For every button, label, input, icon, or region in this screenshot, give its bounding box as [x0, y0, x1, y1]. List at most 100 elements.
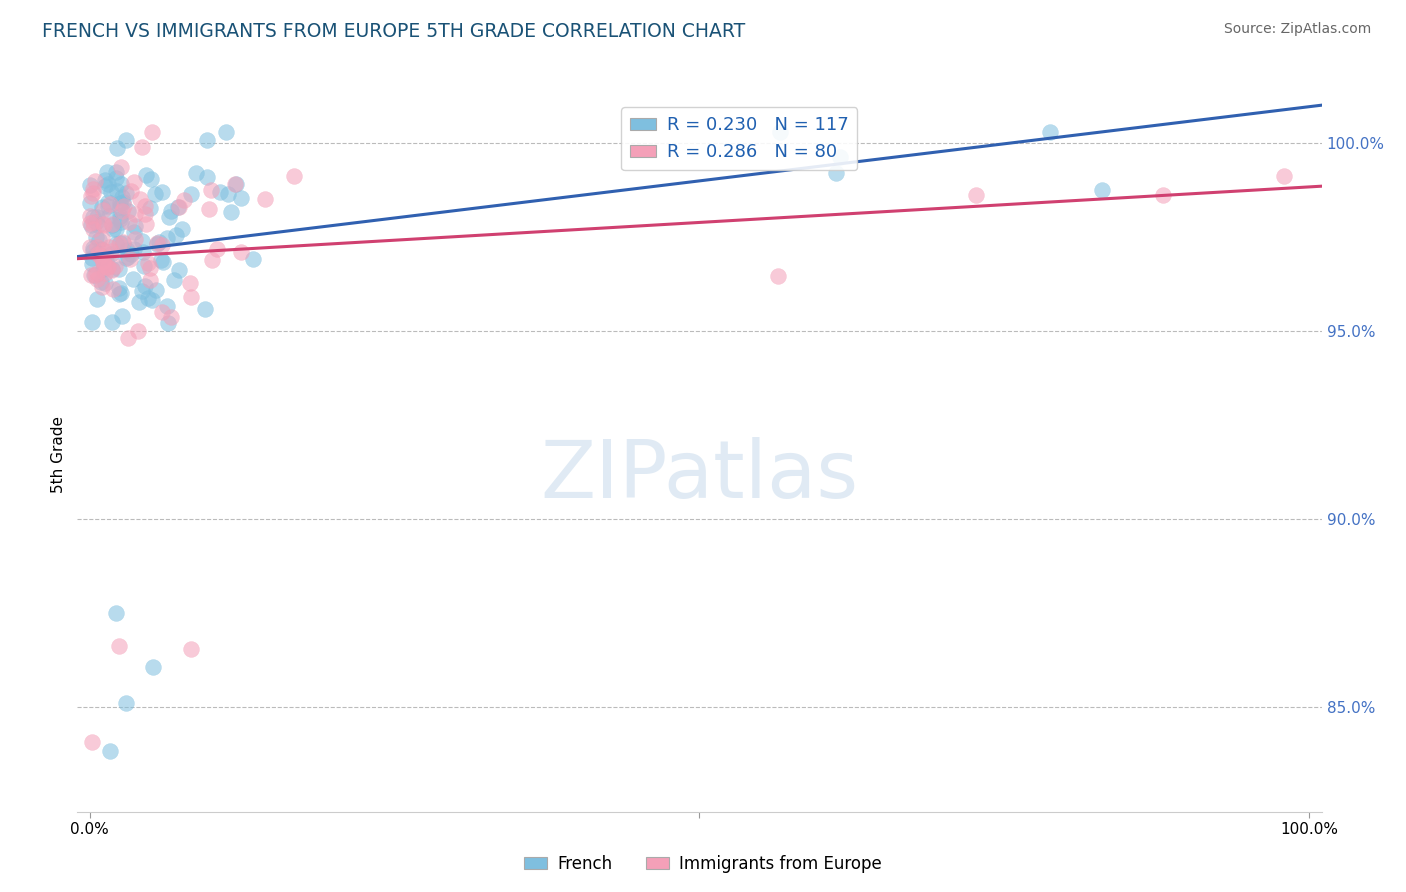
- Point: [145, 186, 167, 201]
- Point: [80, 218, 103, 232]
- Point: [98, 197, 121, 211]
- Point: [217, 186, 239, 201]
- Point: [146, 236, 169, 251]
- Point: [104, 259, 127, 273]
- Point: [97, 209, 120, 223]
- Point: [93, 218, 115, 232]
- Point: [167, 200, 190, 214]
- Point: [180, 641, 202, 656]
- Point: [86, 247, 108, 261]
- Point: [86, 230, 108, 244]
- Point: [209, 185, 232, 199]
- Point: [91, 255, 114, 269]
- Point: [120, 246, 142, 260]
- Point: [135, 217, 157, 231]
- Point: [90, 242, 112, 256]
- Point: [84, 215, 107, 229]
- Point: [124, 219, 146, 234]
- Point: [82, 215, 104, 229]
- Point: [766, 268, 789, 283]
- Point: [145, 283, 167, 297]
- Point: [165, 227, 187, 242]
- Point: [86, 211, 108, 225]
- Point: [205, 242, 228, 256]
- Point: [231, 191, 253, 205]
- Point: [89, 249, 111, 263]
- Point: [94, 173, 117, 187]
- Point: [101, 263, 124, 277]
- Point: [82, 241, 104, 255]
- Point: [89, 233, 111, 247]
- Point: [94, 277, 117, 291]
- Point: [157, 317, 180, 331]
- Point: [122, 242, 145, 256]
- Point: [1090, 183, 1112, 197]
- Point: [96, 195, 118, 210]
- Point: [131, 234, 153, 248]
- Point: [150, 185, 173, 199]
- Point: [170, 222, 193, 236]
- Point: [100, 217, 122, 231]
- Point: [1274, 169, 1296, 184]
- Point: [108, 195, 131, 210]
- Point: [97, 260, 120, 274]
- Point: [90, 279, 112, 293]
- Point: [91, 217, 114, 231]
- Point: [82, 222, 104, 236]
- Point: [104, 165, 127, 179]
- Point: [79, 216, 101, 230]
- Point: [122, 272, 145, 286]
- Point: [110, 177, 132, 191]
- Legend: R = 0.230   N = 117, R = 0.286   N = 80: R = 0.230 N = 117, R = 0.286 N = 80: [621, 107, 858, 170]
- Point: [167, 201, 190, 215]
- Point: [136, 292, 159, 306]
- Point: [107, 287, 129, 301]
- Point: [82, 252, 104, 266]
- Point: [101, 282, 124, 296]
- Point: [80, 189, 103, 203]
- Point: [242, 252, 264, 266]
- Point: [184, 165, 207, 179]
- Point: [141, 125, 163, 139]
- Point: [128, 192, 150, 206]
- Point: [94, 267, 117, 281]
- Point: [149, 253, 172, 268]
- Point: [225, 177, 247, 191]
- Point: [101, 221, 124, 235]
- Point: [100, 315, 122, 329]
- Point: [105, 141, 128, 155]
- Point: [114, 696, 136, 710]
- Point: [215, 125, 238, 139]
- Point: [180, 290, 202, 304]
- Point: [179, 276, 201, 290]
- Point: [156, 299, 179, 313]
- Point: [100, 244, 122, 258]
- Point: [86, 266, 108, 280]
- Point: [828, 150, 851, 164]
- Point: [94, 178, 117, 193]
- Point: [104, 606, 127, 620]
- Point: [80, 315, 103, 329]
- Point: [91, 244, 114, 258]
- Point: [825, 166, 848, 180]
- Point: [139, 201, 162, 215]
- Point: [108, 209, 131, 223]
- Point: [162, 272, 184, 286]
- Point: [117, 244, 139, 258]
- Point: [79, 239, 101, 253]
- Point: [141, 171, 163, 186]
- Point: [112, 235, 135, 250]
- Point: [231, 245, 253, 260]
- Point: [101, 219, 124, 233]
- Point: [194, 301, 217, 316]
- Point: [104, 221, 127, 235]
- Point: [1039, 125, 1062, 139]
- Point: [224, 177, 246, 191]
- Point: [105, 170, 128, 185]
- Point: [110, 215, 132, 229]
- Point: [152, 255, 174, 269]
- Point: [100, 186, 122, 200]
- Point: [94, 253, 117, 268]
- Point: [84, 268, 107, 282]
- Point: [141, 293, 163, 307]
